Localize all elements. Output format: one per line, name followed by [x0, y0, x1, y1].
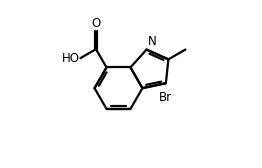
Text: Br: Br [159, 91, 172, 104]
Text: N: N [148, 35, 156, 48]
Text: O: O [91, 17, 101, 30]
Text: HO: HO [61, 52, 79, 65]
